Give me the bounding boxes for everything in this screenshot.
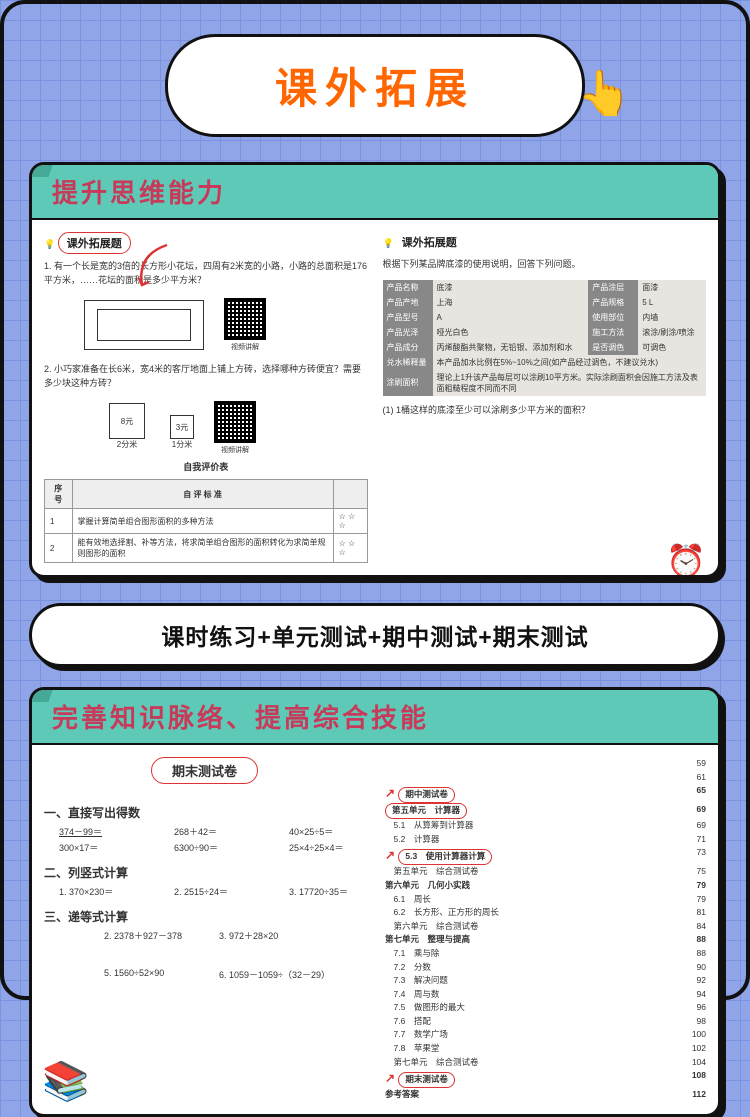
card-2: 完善知识脉络、提高综合技能 期末测试卷 一、直接写出得数 374－99＝268＋… bbox=[29, 687, 721, 1117]
spec-table: 产品名称底漆产品涂层面漆 产品产地上海产品规格5 L 产品型号A使用部位内墙 产… bbox=[383, 280, 707, 396]
card1-right: 💡课外拓展题 根据下列某品牌底漆的使用说明，回答下列问题。 产品名称底漆产品涂层… bbox=[383, 232, 707, 563]
card1-left: 💡 课外拓展题 1. 有一个长是宽的3倍的长方形小花坛，四周有2米宽的小路，小路… bbox=[44, 232, 368, 563]
qr-code-1 bbox=[224, 298, 266, 340]
hero-title: 课外拓展 bbox=[208, 55, 542, 116]
pill-subtitle: 课时练习+单元测试+期中测试+期末测试 bbox=[29, 603, 721, 667]
test-title: 期末测试卷 bbox=[151, 757, 258, 784]
right-header: 课外拓展题 bbox=[394, 232, 465, 252]
pointing-hand-icon: 👆 bbox=[577, 67, 632, 119]
bulb-icon: 💡 bbox=[44, 239, 55, 249]
bulb-icon: 💡 bbox=[383, 238, 394, 248]
card-1: 提升思维能力 💡 课外拓展题 1. 有一个长是宽的3倍的长方形小花坛，四周有2米… bbox=[29, 162, 721, 578]
problem-1: 1. 有一个长是宽的3倍的长方形小花坛，四周有2米宽的小路，小路的总面积是176… bbox=[44, 260, 368, 287]
diagram-1 bbox=[84, 300, 204, 350]
banner-1: 提升思维能力 bbox=[32, 165, 718, 220]
card2-left: 期末测试卷 一、直接写出得数 374－99＝268＋42＝40×25÷5＝ 30… bbox=[44, 757, 365, 1102]
pill-title: 课时练习+单元测试+期中测试+期末测试 bbox=[52, 618, 698, 652]
qr-code-2 bbox=[214, 401, 256, 443]
left-header: 课外拓展题 bbox=[58, 232, 131, 254]
banner-2: 完善知识脉络、提高综合技能 bbox=[32, 690, 718, 745]
eval-table: 序 号自 评 标 准 1掌握计算简单组合图形面积的多种方法☆ ☆ ☆ 2能有效地… bbox=[44, 479, 368, 563]
books-icon: 📚 bbox=[42, 1060, 89, 1104]
card2-toc: 59 61 ↗ 期中测试卷65第五单元 计算器69 5.1 从算筹到计算器69 … bbox=[385, 757, 706, 1102]
clock-icon: ⏰ bbox=[666, 542, 706, 578]
hero-pill: 课外拓展 👆 bbox=[165, 34, 585, 137]
problem-2: 2. 小巧家准备在长6米，宽4米的客厅地面上铺上方砖，选择哪种方砖便宜？需要多少… bbox=[44, 363, 368, 390]
